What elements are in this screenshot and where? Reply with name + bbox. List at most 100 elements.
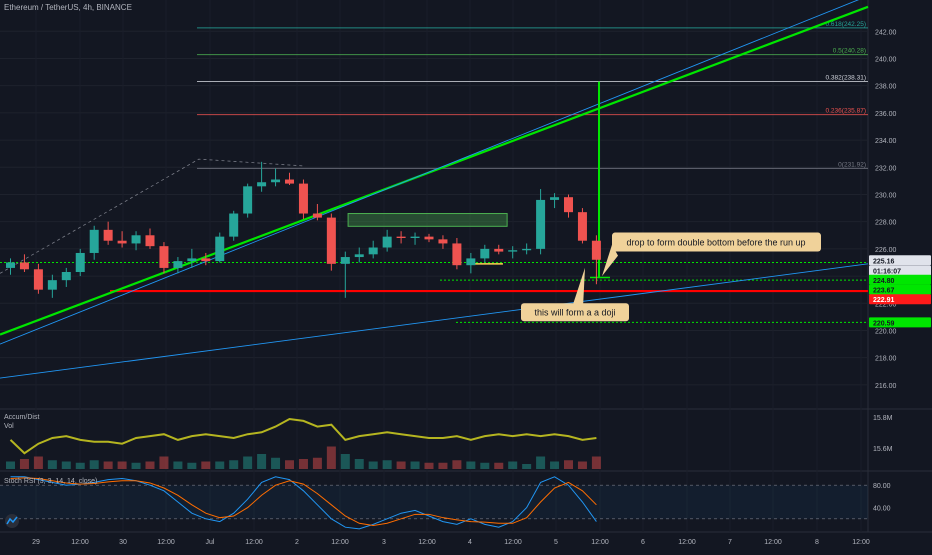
time-tick-label: 2 (295, 539, 299, 546)
candle[interactable] (550, 197, 560, 200)
candle[interactable] (536, 199, 546, 249)
annotation-callout (521, 303, 629, 322)
volume-bar (340, 454, 350, 469)
price-label-box (869, 294, 931, 305)
price-tick-label: 220.00 (875, 328, 897, 335)
candle[interactable] (508, 250, 518, 252)
price-label-box (869, 284, 931, 295)
time-tick-label: 29 (32, 539, 40, 546)
candle[interactable] (410, 236, 420, 238)
candle[interactable] (382, 236, 392, 248)
price-tick-label: 226.00 (875, 247, 897, 254)
volume-bar (298, 459, 308, 469)
dashed-channel-line (0, 158, 304, 274)
candle[interactable] (215, 236, 225, 262)
candle[interactable] (61, 272, 71, 281)
stoch-band (0, 485, 868, 519)
time-tick-label: 3 (382, 539, 386, 546)
candle[interactable] (424, 236, 434, 240)
trendline[interactable] (0, 5, 869, 336)
price-label-box (869, 255, 931, 266)
volume-bar (19, 459, 29, 469)
candle[interactable] (522, 248, 532, 251)
candle[interactable] (396, 236, 406, 238)
candle[interactable] (89, 229, 99, 253)
candle[interactable] (103, 229, 113, 241)
annotation-text: this will form a a doji (534, 307, 615, 317)
candle[interactable] (368, 247, 378, 255)
volume-bar (187, 462, 197, 469)
candle[interactable] (201, 258, 211, 262)
candle[interactable] (229, 213, 239, 237)
candle[interactable] (340, 257, 350, 264)
time-tick-label: 12:00 (504, 539, 522, 546)
candle[interactable] (591, 240, 601, 260)
volume-bar (522, 464, 532, 469)
volume-bar (131, 462, 141, 469)
candle[interactable] (187, 258, 197, 262)
volume-bar (285, 460, 294, 469)
volume-bar (368, 461, 378, 469)
candle[interactable] (564, 197, 573, 213)
volume-bar (75, 462, 85, 469)
candle[interactable] (19, 262, 29, 270)
callout-pointer (572, 267, 585, 308)
volume-bar (591, 456, 601, 469)
volume-bar (145, 461, 155, 469)
candle[interactable] (131, 235, 141, 244)
price-tick-label: 242.00 (875, 29, 897, 36)
volume-bar (229, 460, 239, 469)
accum-dist-line (9, 417, 597, 455)
price-tick-label: 218.00 (875, 356, 897, 363)
time-tick-label: 5 (554, 539, 558, 546)
candle[interactable] (271, 179, 281, 183)
candle[interactable] (117, 240, 127, 244)
volume-bar (257, 454, 267, 469)
candle[interactable] (452, 243, 462, 266)
vol-label: Vol (4, 423, 14, 430)
volume-bar (536, 456, 546, 469)
candle[interactable] (354, 254, 364, 258)
candle[interactable] (173, 261, 183, 268)
candle[interactable] (33, 269, 43, 290)
volume-bar (271, 457, 281, 469)
candle[interactable] (47, 280, 57, 290)
candle[interactable] (577, 212, 587, 241)
price-label-box (869, 274, 931, 285)
price-tick-label: 232.00 (875, 165, 897, 172)
fib-level-label: 0.236(235.87) (826, 108, 866, 115)
candle[interactable] (75, 252, 85, 272)
candle[interactable] (438, 239, 448, 244)
price-tick-label: 234.00 (875, 138, 897, 145)
candle[interactable] (312, 213, 322, 218)
price-tick-label: 228.00 (875, 220, 897, 227)
candle[interactable] (494, 248, 504, 252)
candle[interactable] (326, 217, 336, 264)
consolidation-zone (347, 213, 508, 227)
fib-level-label: 0(231.92) (838, 161, 866, 168)
time-tick-label: 12:00 (764, 539, 782, 546)
volume-bar (396, 461, 406, 469)
volume-bar (354, 459, 364, 469)
stoch-rsi-label: Stoch RSI (3, 3, 14, 14, close) (4, 478, 98, 485)
stoch-d-line (10, 477, 597, 527)
candle[interactable] (285, 179, 294, 184)
volume-bar (312, 457, 322, 469)
price-label-box (869, 317, 931, 328)
candle[interactable] (6, 262, 15, 268)
candle[interactable] (145, 235, 155, 247)
callout-pointer (602, 244, 618, 277)
candle[interactable] (257, 182, 267, 187)
lower-channel-line (0, 263, 869, 379)
candle[interactable] (298, 183, 308, 214)
candle[interactable] (480, 248, 490, 259)
annotation-callout (612, 232, 821, 252)
candle[interactable] (243, 186, 253, 214)
volume-bar (466, 461, 476, 469)
candle[interactable] (159, 246, 169, 268)
stoch-k-line (10, 476, 597, 530)
candle[interactable] (466, 258, 476, 266)
fib-level-label: 0.5(240.28) (833, 48, 866, 55)
